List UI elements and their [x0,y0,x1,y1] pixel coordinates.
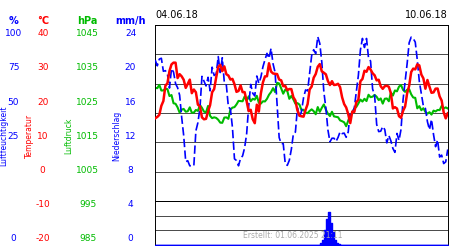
Text: Luftfeuchtigkeit: Luftfeuchtigkeit [0,106,8,166]
Text: 1005: 1005 [76,166,99,175]
Text: mm/h: mm/h [115,16,146,26]
Text: Niederschlag: Niederschlag [112,111,122,162]
Text: hPa: hPa [77,16,98,26]
Text: 16: 16 [125,98,136,106]
Text: 1025: 1025 [76,98,99,106]
Text: Erstellt: 01.06.2025 21:11: Erstellt: 01.06.2025 21:11 [243,231,342,240]
Text: 10.06.18: 10.06.18 [405,10,448,20]
Text: 985: 985 [79,234,96,243]
Text: Temperatur: Temperatur [25,114,34,158]
Text: 8: 8 [128,166,133,175]
Text: %: % [9,16,18,26]
Text: 0: 0 [11,234,16,243]
Text: 12: 12 [125,132,136,141]
Text: 100: 100 [5,29,22,38]
Text: 995: 995 [79,200,96,209]
Text: 0: 0 [40,166,45,175]
Text: 20: 20 [37,98,49,106]
Text: 1045: 1045 [76,29,99,38]
Text: 10: 10 [37,132,49,141]
Text: -20: -20 [36,234,50,243]
Text: °C: °C [37,16,49,26]
Text: 1035: 1035 [76,64,99,72]
Text: 04.06.18: 04.06.18 [155,10,198,20]
Text: -10: -10 [36,200,50,209]
Text: 24: 24 [125,29,136,38]
Text: 0: 0 [128,234,133,243]
Text: 50: 50 [8,98,19,106]
Text: 20: 20 [125,64,136,72]
Text: Luftdruck: Luftdruck [64,118,73,154]
Text: 4: 4 [128,200,133,209]
Text: 75: 75 [8,64,19,72]
Text: 25: 25 [8,132,19,141]
Text: 1015: 1015 [76,132,99,141]
Text: 40: 40 [37,29,49,38]
Text: 30: 30 [37,64,49,72]
